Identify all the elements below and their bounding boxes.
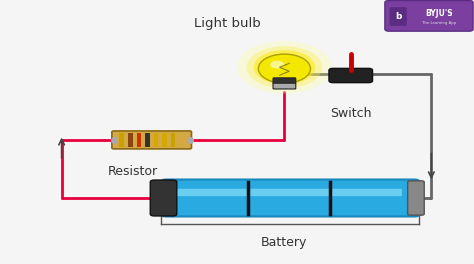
Text: Switch: Switch — [330, 107, 372, 120]
FancyBboxPatch shape — [273, 83, 296, 89]
Text: The Learning App: The Learning App — [421, 21, 456, 25]
Text: Resistor: Resistor — [108, 165, 158, 178]
Bar — [137, 133, 141, 147]
FancyBboxPatch shape — [329, 68, 373, 83]
FancyBboxPatch shape — [150, 180, 177, 216]
FancyBboxPatch shape — [273, 78, 296, 84]
FancyBboxPatch shape — [408, 181, 424, 215]
FancyBboxPatch shape — [385, 1, 473, 31]
Bar — [154, 133, 158, 147]
FancyBboxPatch shape — [112, 131, 191, 149]
Text: BYJU'S: BYJU'S — [425, 9, 453, 18]
Circle shape — [258, 54, 310, 83]
Text: Light bulb: Light bulb — [194, 17, 261, 30]
Bar — [171, 133, 175, 147]
Circle shape — [270, 61, 284, 69]
FancyBboxPatch shape — [161, 180, 419, 216]
Text: Battery: Battery — [261, 236, 308, 249]
Bar — [119, 133, 124, 147]
FancyBboxPatch shape — [167, 189, 402, 196]
Text: b: b — [395, 12, 401, 21]
FancyBboxPatch shape — [390, 7, 407, 26]
Circle shape — [237, 41, 332, 94]
Circle shape — [254, 50, 315, 84]
Bar — [162, 133, 167, 147]
Circle shape — [246, 46, 322, 88]
Bar — [145, 133, 150, 147]
Bar — [128, 133, 133, 147]
